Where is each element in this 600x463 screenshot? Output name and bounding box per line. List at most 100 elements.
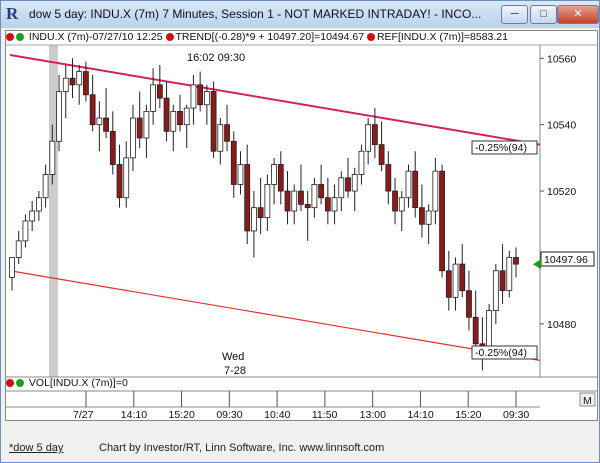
trend-indicator-icon[interactable]: [165, 33, 174, 42]
window-title: dow 5 day: INDU.X (7m) 7 Minutes, Sessio…: [29, 7, 482, 21]
candle: [89, 74, 96, 132]
candle-body: [385, 164, 392, 192]
candle-body: [224, 124, 230, 142]
candle: [298, 164, 304, 211]
candle-body: [277, 164, 284, 192]
legend-symbol: INDU.X (7m)-07/27/10 12:25: [28, 31, 163, 43]
candle: [425, 204, 432, 245]
candle-body: [371, 124, 378, 146]
close-volume-pane-icon[interactable]: [6, 379, 14, 388]
candle: [271, 157, 277, 205]
candle-body: [318, 184, 325, 199]
x-tick-label: 14:10: [121, 409, 147, 420]
maximize-button[interactable]: □: [530, 5, 557, 24]
candle: [365, 118, 372, 165]
date-label: 7-28: [224, 365, 246, 377]
credit-text: Chart by Investor/RT, Linn Software, Inc…: [99, 442, 385, 454]
candle: [123, 141, 130, 208]
candle: [506, 250, 513, 298]
candle-body: [492, 270, 499, 311]
candlesticks: [9, 58, 519, 371]
x-tick-label: 10:40: [264, 409, 290, 420]
upper-pct-box: [471, 140, 538, 155]
candle: [224, 104, 230, 152]
chart-panel[interactable]: INDU.X (7m)-07/27/10 12:25 TREND[(-0.28)…: [5, 30, 598, 421]
x-tick-label: 09:30: [216, 409, 242, 420]
candle: [318, 164, 325, 205]
candle: [251, 191, 257, 258]
candle: [277, 151, 284, 205]
candle-body: [230, 140, 237, 185]
close-pane-icon[interactable]: [6, 33, 14, 42]
x-tick-label: 13:00: [360, 409, 386, 420]
candle: [244, 144, 251, 245]
candle-body: [116, 164, 123, 199]
candle: [143, 104, 150, 158]
candle: [311, 177, 318, 218]
y-tick-label: 10520: [547, 186, 576, 198]
candle-body: [109, 130, 116, 165]
candle: [22, 214, 29, 248]
candle-body: [35, 197, 42, 212]
maximize-volume-button[interactable]: [579, 392, 596, 407]
candle-body: [338, 177, 345, 199]
candle-body: [304, 203, 311, 209]
candle: [116, 144, 123, 208]
candle: [466, 270, 472, 331]
candle-body: [425, 210, 432, 225]
candle-body: [183, 107, 190, 126]
minimize-button[interactable]: ─: [501, 5, 528, 24]
volume-label: VOL[INDU.X (7m)]=0: [28, 377, 128, 389]
x-tick-label: 15:20: [455, 409, 481, 420]
candle-body: [284, 190, 291, 212]
close-button[interactable]: ✕: [557, 5, 599, 24]
x-tick-label: 15:20: [169, 409, 195, 420]
ref-indicator-icon[interactable]: [366, 33, 375, 42]
candle-body: [271, 164, 277, 185]
candle: [499, 244, 506, 304]
candle: [345, 157, 351, 198]
candle: [324, 177, 331, 225]
candle-body: [345, 177, 351, 192]
candle-body: [251, 207, 257, 232]
last-price-box: [540, 251, 595, 267]
candle: [331, 184, 338, 225]
chart-tab[interactable]: *dow 5 day: [9, 442, 64, 454]
candle-body: [459, 263, 466, 292]
candle: [445, 250, 452, 311]
candle: [264, 174, 271, 231]
candle-body: [29, 210, 36, 222]
candle: [190, 74, 197, 125]
title-bar[interactable]: R dow 5 day: INDU.X (7m) 7 Minutes, Sess…: [1, 1, 599, 28]
candle: [419, 184, 425, 238]
candle: [351, 167, 358, 211]
x-tick-label: 7/27: [73, 409, 94, 420]
candle-body: [143, 111, 150, 139]
price-legend: INDU.X (7m)-07/27/10 12:25 TREND[(-0.28)…: [6, 31, 546, 45]
candle: [217, 118, 224, 165]
lower-trend-line: [9, 270, 541, 361]
footer-bar: *dow 5 day Chart by Investor/RT, Linn So…: [1, 438, 599, 462]
candle-body: [365, 124, 372, 152]
candle-body: [96, 117, 103, 126]
candle: [83, 61, 89, 102]
legend-trend: TREND[(-0.28)*9 + 10497.20]=10494.67: [175, 31, 365, 43]
volume-status-icon[interactable]: [16, 379, 24, 388]
candle: [156, 64, 163, 109]
candle: [103, 88, 109, 138]
candle-body: [264, 184, 271, 219]
volume-legend: VOL[INDU.X (7m)]=0: [6, 377, 546, 391]
candle-body: [466, 290, 472, 318]
candle-body: [237, 164, 244, 185]
candle: [96, 101, 103, 152]
candle-body: [439, 170, 445, 272]
candle-body: [513, 257, 519, 265]
legend-ref: REF[INDU.X (7m)]=8583.21: [376, 31, 508, 43]
price-chart[interactable]: 1048010500105201054010560 7/2714:1015:20…: [6, 31, 597, 420]
green-status-icon[interactable]: [16, 33, 24, 42]
candle: [358, 144, 365, 185]
candle-body: [506, 257, 513, 292]
candle: [35, 191, 42, 221]
last-price-label: 10497.96: [544, 254, 588, 266]
